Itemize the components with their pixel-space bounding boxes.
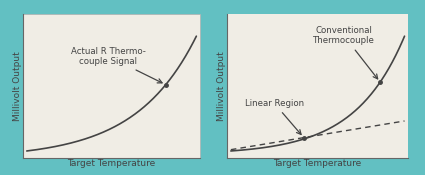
Y-axis label: Millivolt Output: Millivolt Output: [217, 51, 226, 121]
Text: Actual R Thermo-
couple Signal: Actual R Thermo- couple Signal: [71, 47, 162, 83]
X-axis label: Target Temperature: Target Temperature: [68, 159, 156, 168]
Y-axis label: Millivolt Output: Millivolt Output: [13, 51, 22, 121]
Text: Linear Region: Linear Region: [245, 99, 304, 134]
X-axis label: Target Temperature: Target Temperature: [274, 159, 362, 168]
Text: Conventional
Thermocouple: Conventional Thermocouple: [313, 26, 378, 79]
